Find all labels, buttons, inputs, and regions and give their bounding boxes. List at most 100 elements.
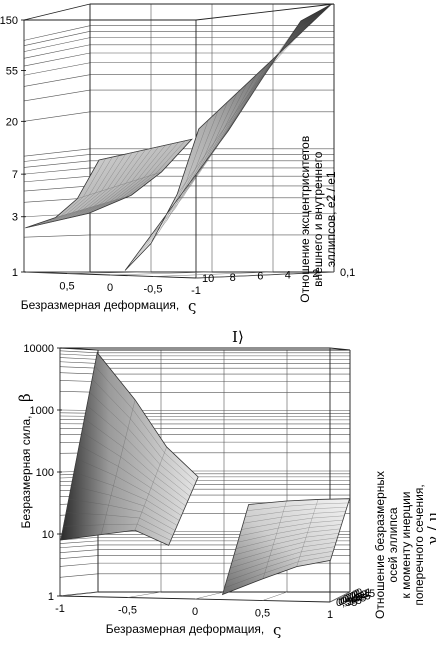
surface-mesh-line [89, 391, 192, 492]
surface-mesh-line [47, 152, 133, 224]
y-tick-label: 1000 [30, 405, 54, 417]
floor-gridline [194, 591, 225, 600]
surface-mesh-line [38, 155, 120, 226]
surface-mesh-line [226, 551, 334, 582]
z-axis-label-line: внешнего и внутреннего [311, 151, 325, 287]
x-tick-label: -0,5 [144, 284, 163, 296]
floor-gridline [127, 591, 162, 598]
side-wall-gridline [59, 562, 99, 567]
surface-mesh-line [63, 523, 171, 541]
x-tick-label: 0 [107, 282, 113, 294]
z-tick-label: 0,2 [352, 589, 367, 601]
y-tick-label: 55 [6, 65, 18, 77]
surface-mesh-line [150, 74, 265, 244]
surface-mesh-line [78, 445, 184, 511]
surface-mesh-line [169, 76, 256, 213]
z-tick-label: 4 [285, 269, 291, 281]
z-axis-label-line: эллипсов, e2 / e1 [324, 171, 338, 267]
surface-mesh-line [176, 67, 266, 203]
side-wall-gridline [59, 573, 99, 578]
side-wall-gridline [59, 361, 99, 364]
floor-grid [24, 271, 335, 279]
y-axis-label: Безразмерная сила, [19, 416, 33, 529]
top-chart-caption-mark: ⟩ [238, 328, 244, 346]
y-tick-label: 10 [42, 529, 54, 541]
side-wall-gridline [59, 353, 99, 357]
surface-mesh-line [213, 22, 313, 152]
surface-mesh-line [43, 154, 126, 225]
z-tick-label: 8 [230, 272, 236, 284]
surface-mesh-line [55, 195, 132, 218]
surface-patch [25, 138, 193, 229]
x-axis-symbol: ς [188, 297, 196, 315]
surface-mesh-line [161, 85, 247, 223]
x-tick-label: 0,5 [255, 608, 270, 620]
chart-2: 1 10 100 1000 10000 -1 -0,5 0 0,5 1 0,10,150,20,25… [16, 343, 436, 639]
x-axis-label: Безразмерная деформация, [21, 298, 179, 312]
surface-mesh-line [56, 149, 146, 221]
x-tick-label: 0 [192, 606, 198, 618]
surface-mesh-line [73, 471, 180, 521]
surface-mesh-line [220, 13, 322, 142]
surface-mesh-line [132, 120, 209, 262]
surface-mesh-line [262, 500, 287, 579]
surface-mesh-line [330, 498, 350, 561]
surface-mesh-line [243, 511, 346, 524]
z-tick-label: 0,3 [347, 591, 362, 603]
surface-mesh-line [52, 151, 139, 222]
surface-mesh-line [84, 140, 186, 215]
surface-mesh-line [75, 143, 173, 217]
side-wall-gridline [59, 544, 99, 549]
x-tick-label: -0,5 [118, 605, 137, 617]
z-tick-label: 0,35 [345, 593, 366, 605]
y-tick-label: 100 [36, 467, 54, 479]
surface-mesh-line [176, 20, 302, 195]
surface-mesh [60, 352, 199, 546]
z-tick-label: 0,1 [356, 587, 371, 599]
z-tick-label: 0,5 [338, 596, 353, 608]
surface-mesh-line [86, 405, 190, 497]
frame-edge [23, 3, 91, 21]
x-axis-symbol: ς [273, 621, 281, 639]
chart-1: 1 3 7 20 55 150 0,5 0 -0,5 -1 0,1 2 4 6 8 10 Безразмерна… [0, 3, 355, 315]
x-tick-label: -1 [191, 285, 201, 297]
surface-1 [25, 138, 193, 229]
surface-mesh-line [79, 142, 179, 216]
surface-mesh-line [198, 4, 332, 130]
surface-1 [60, 351, 199, 546]
surface-mesh-line [91, 378, 195, 487]
floor-gridline [109, 271, 213, 276]
surface-mesh-line [34, 157, 113, 227]
side-wall-gridline [59, 366, 99, 369]
y-axis-symbol: β [16, 393, 34, 402]
floor-gridline [152, 271, 274, 277]
surface-mesh [124, 4, 332, 271]
surface-mesh-line [244, 507, 347, 518]
x-tick-label: 0,5 [59, 281, 74, 293]
x-tick-label: 1 [327, 609, 333, 621]
surface-mesh-line [71, 485, 178, 526]
side-wall-gridline [23, 62, 91, 76]
surface-mesh-line [77, 171, 162, 199]
surface-mesh-line [65, 512, 173, 536]
side-wall-gridline [59, 540, 99, 544]
z-axis-label-line: осей эллипса [386, 507, 400, 582]
z-axis-title: Отношение безразмерных осей эллипса к моме… [373, 471, 436, 619]
side-wall-gridline [59, 357, 99, 360]
x-axis-label: Безразмерная деформация, [106, 622, 264, 636]
floor-gridline [66, 271, 152, 274]
side-wall-gridline [23, 111, 91, 122]
surface-mesh-line [60, 352, 98, 540]
floor-gridline [329, 591, 351, 603]
surface-mesh-line [228, 546, 335, 575]
surface-mesh-line [222, 504, 249, 595]
z-tick-label: 0,1 [340, 267, 355, 279]
side-wall-gridline [23, 89, 91, 102]
side-wall-gridline [59, 549, 99, 553]
z-tick-label: 10 [202, 273, 214, 285]
surface-mesh-line [229, 542, 336, 569]
surface-mesh-line [154, 94, 237, 233]
surface-mesh [222, 498, 350, 595]
surface-mesh-line [134, 446, 167, 531]
